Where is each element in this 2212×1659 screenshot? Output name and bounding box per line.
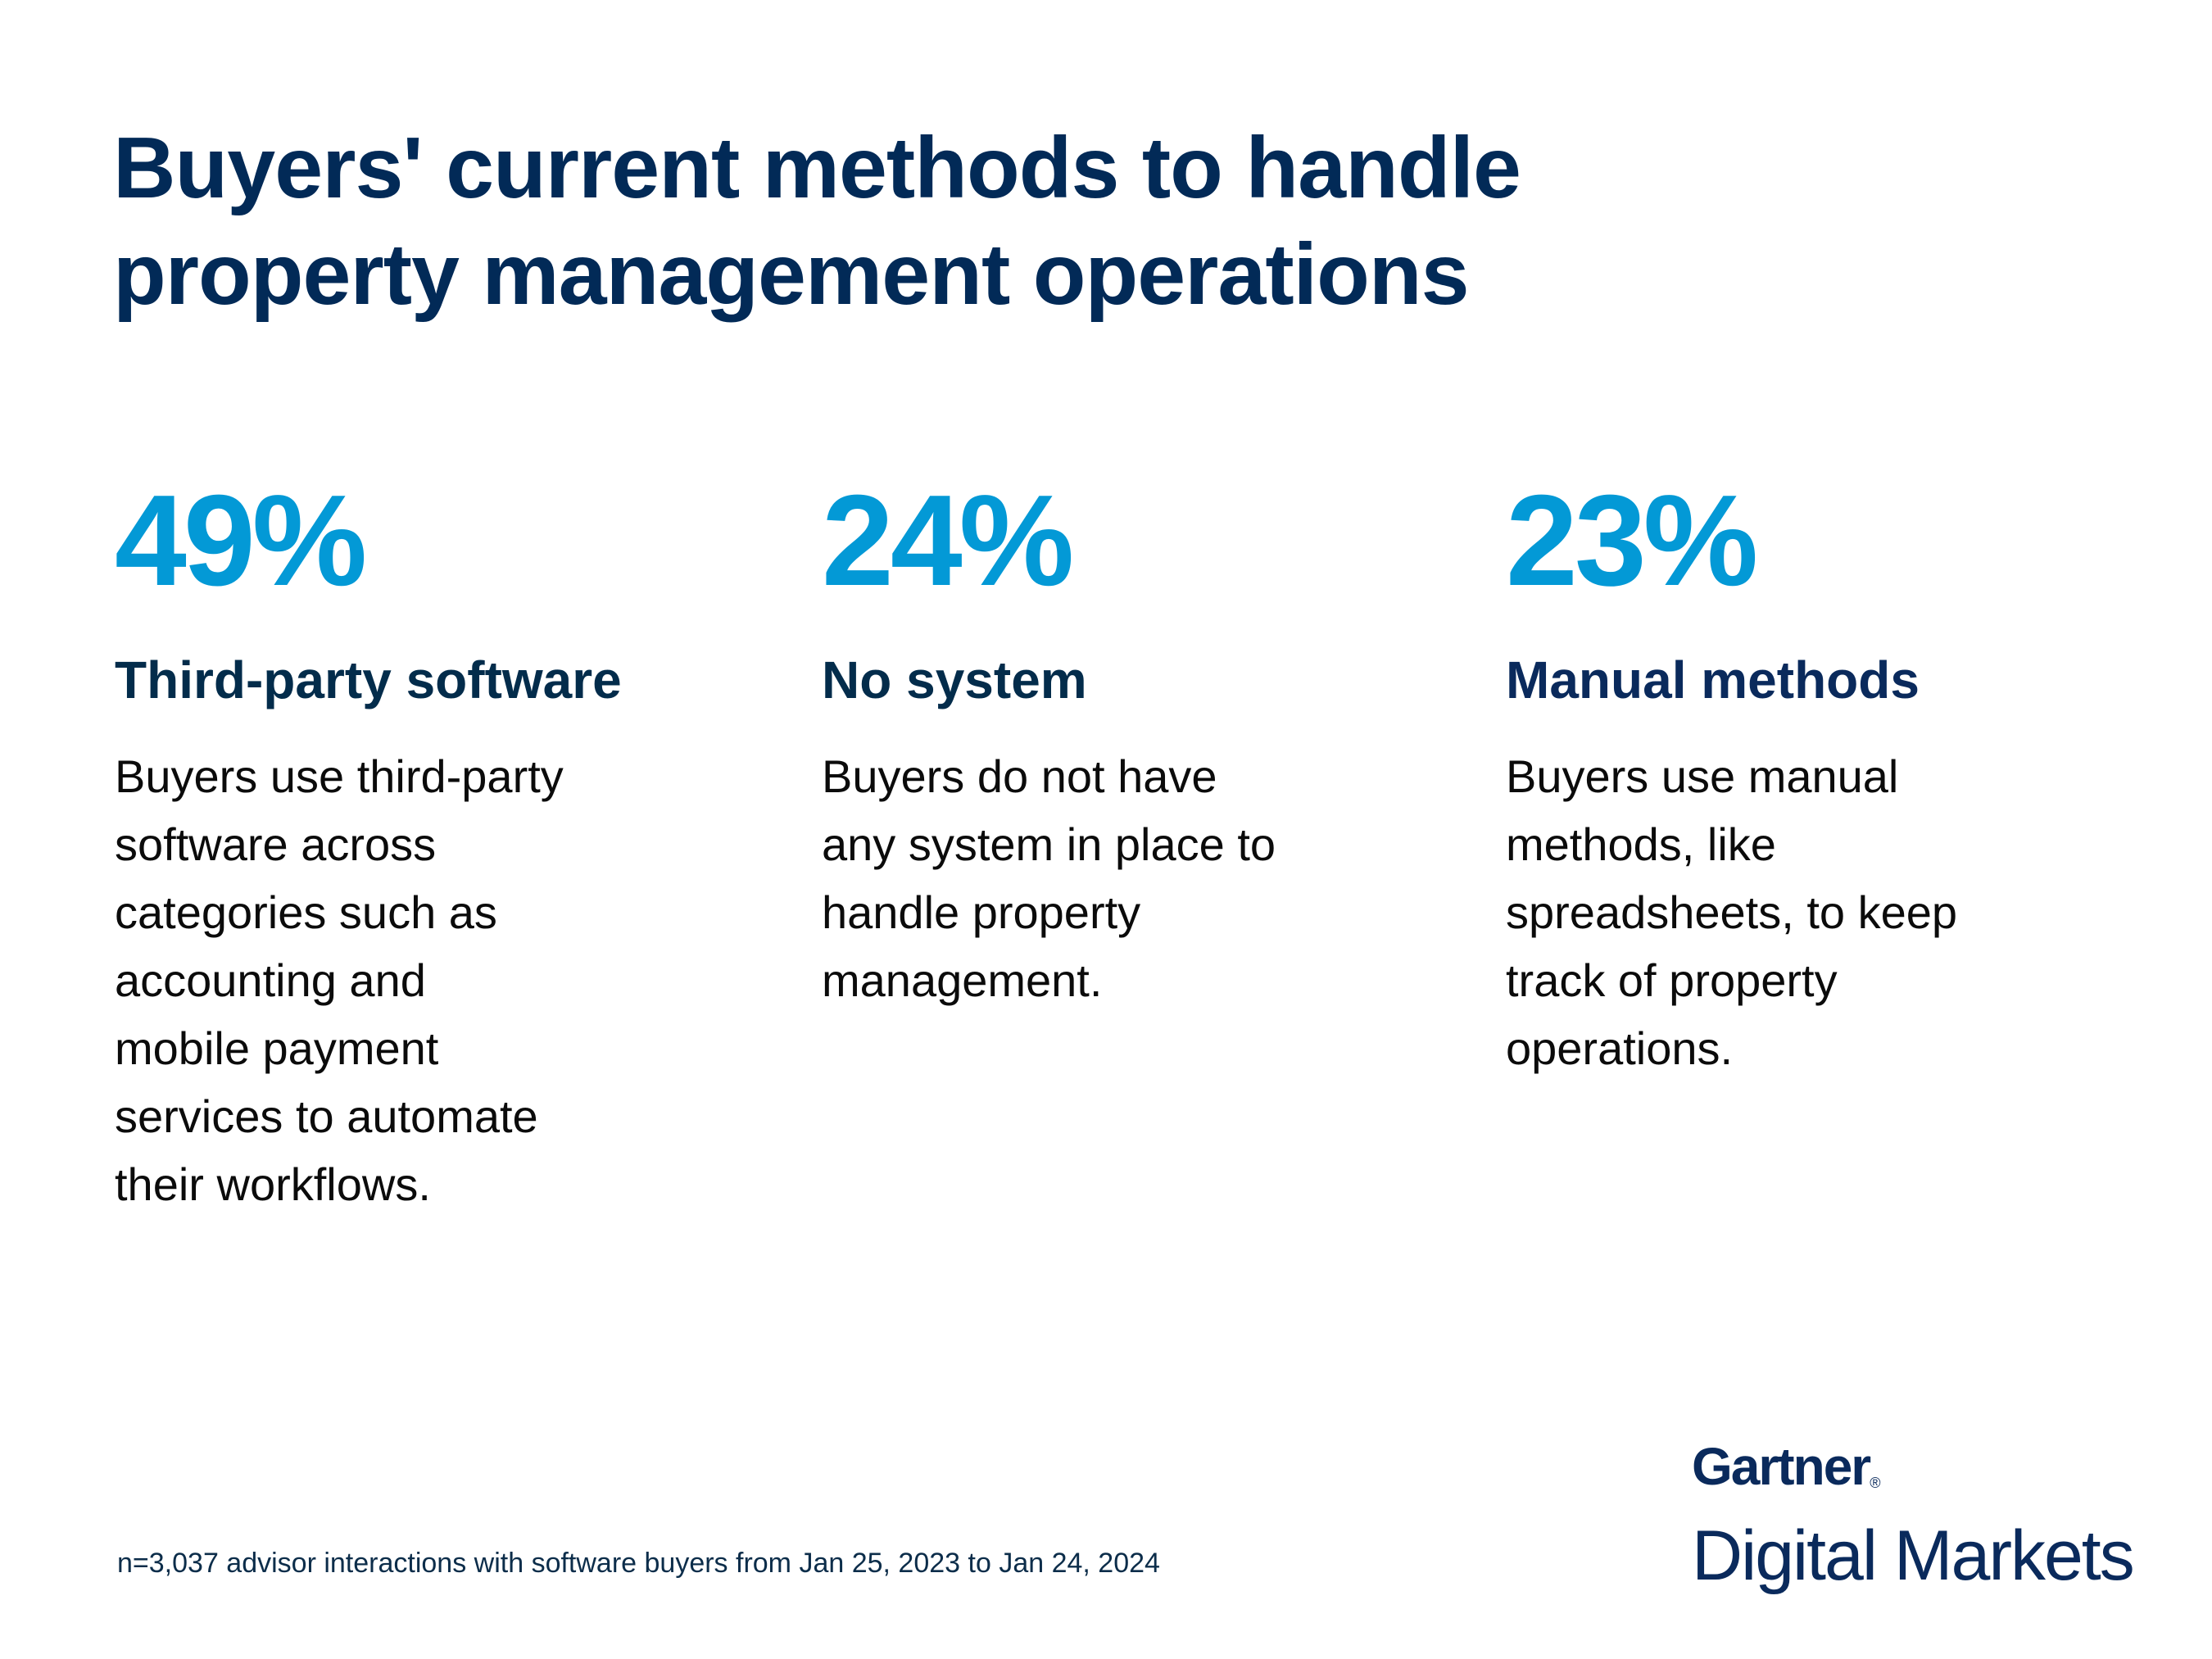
desc-line: methods, like xyxy=(1506,818,1776,870)
stat-value: 49% xyxy=(115,469,367,613)
stat-description: Buyers use manual methods, like spreadsh… xyxy=(1506,742,2178,1082)
stat-value: 24% xyxy=(822,469,1074,613)
desc-line: Buyers use third-party xyxy=(115,750,564,802)
stat-no-system: 24% No system Buyers do not have any sys… xyxy=(822,475,1494,1014)
title-line-1: Buyers' current methods to handle xyxy=(113,120,1521,216)
desc-line: their workflows. xyxy=(115,1158,431,1210)
desc-line: operations. xyxy=(1506,1022,1734,1074)
stat-third-party-software: 49% Third-party software Buyers use thir… xyxy=(115,475,786,1218)
logo-subtitle: Digital Markets xyxy=(1692,1516,2135,1595)
stat-value: 23% xyxy=(1506,469,1758,613)
title-line-2: property management operations xyxy=(113,226,1470,323)
desc-line: Buyers use manual xyxy=(1506,750,1899,802)
desc-line: categories such as xyxy=(115,886,497,938)
page-title: Buyers' current methods to handle proper… xyxy=(113,115,1915,328)
footnote: n=3,037 advisor interactions with softwa… xyxy=(117,1548,1160,1579)
stat-label: No system xyxy=(822,650,1087,709)
desc-line: software across xyxy=(115,818,437,870)
stat-description: Buyers use third-party software across c… xyxy=(115,742,786,1218)
desc-line: handle property xyxy=(822,886,1141,938)
desc-line: mobile payment xyxy=(115,1022,439,1074)
desc-line: management. xyxy=(822,954,1103,1006)
stat-label: Manual methods xyxy=(1506,650,1920,709)
stat-description: Buyers do not have any system in place t… xyxy=(822,742,1494,1014)
desc-line: any system in place to xyxy=(822,818,1276,870)
stat-manual-methods: 23% Manual methods Buyers use manual met… xyxy=(1506,475,2178,1082)
logo-brand-text: Gartner xyxy=(1692,1437,1871,1496)
desc-line: Buyers do not have xyxy=(822,750,1217,802)
desc-line: track of property xyxy=(1506,954,1838,1006)
stat-label: Third-party software xyxy=(115,650,622,709)
desc-line: services to automate xyxy=(115,1090,538,1142)
desc-line: accounting and xyxy=(115,954,426,1006)
gartner-digital-markets-logo: Gartner® Digital Markets xyxy=(1692,1438,2135,1597)
registered-mark-icon: ® xyxy=(1870,1475,1881,1491)
desc-line: spreadsheets, to keep xyxy=(1506,886,1958,938)
logo-brand: Gartner® xyxy=(1692,1438,2133,1512)
